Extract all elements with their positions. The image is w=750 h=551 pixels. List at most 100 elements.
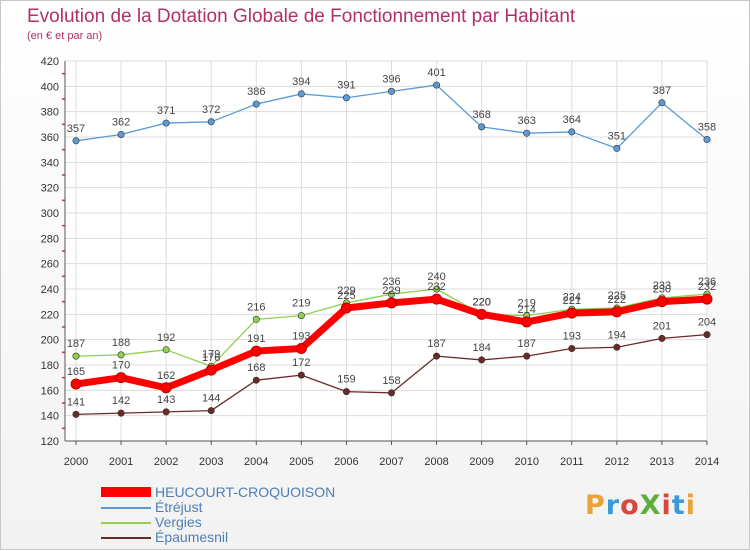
data-point xyxy=(252,100,260,108)
logo-letter: t xyxy=(671,490,686,521)
y-tick-label: 240 xyxy=(41,284,59,296)
chart-title: Evolution de la Dotation Globale de Fonc… xyxy=(27,6,576,27)
y-tick-label: 420 xyxy=(41,56,59,68)
y-tick-label: 160 xyxy=(41,385,59,397)
data-label: 172 xyxy=(292,357,310,369)
data-label: 188 xyxy=(112,337,130,349)
y-tick-label: 360 xyxy=(41,132,59,144)
y-tick-label: 120 xyxy=(41,436,59,448)
x-tick-label: 2000 xyxy=(64,456,88,468)
x-tick-label: 2009 xyxy=(469,456,493,468)
y-tick-label: 180 xyxy=(41,360,59,372)
y-tick-label: 200 xyxy=(41,335,59,347)
data-point xyxy=(658,99,666,107)
data-label: 194 xyxy=(608,329,626,341)
data-label: 363 xyxy=(518,115,536,127)
x-tick-label: 2003 xyxy=(199,456,223,468)
data-label: 230 xyxy=(653,284,671,296)
y-tick-label: 320 xyxy=(41,183,59,195)
data-label: 240 xyxy=(427,271,445,283)
data-label: 364 xyxy=(563,114,581,126)
data-point xyxy=(703,331,711,339)
data-label: 142 xyxy=(112,395,130,407)
data-point xyxy=(117,130,125,138)
data-point xyxy=(160,382,172,394)
x-tick-label: 2007 xyxy=(379,456,403,468)
data-label: 391 xyxy=(337,80,355,92)
data-label: 232 xyxy=(427,281,445,293)
data-point xyxy=(297,90,305,98)
data-point xyxy=(521,316,533,328)
data-label: 158 xyxy=(382,375,400,387)
y-tick-label: 300 xyxy=(41,208,59,220)
data-label: 372 xyxy=(202,104,220,116)
data-point xyxy=(701,293,713,305)
x-tick-label: 2002 xyxy=(154,456,178,468)
data-point xyxy=(342,388,350,396)
logo-letter: i xyxy=(661,490,672,521)
data-point xyxy=(387,87,395,95)
data-point xyxy=(703,136,711,144)
data-point xyxy=(613,343,621,351)
data-label: 396 xyxy=(382,73,400,85)
legend-label: Étréjust xyxy=(155,499,203,515)
data-label: 162 xyxy=(157,370,175,382)
legend-swatch xyxy=(101,537,151,539)
data-label: 357 xyxy=(67,123,85,135)
series-épaumesnil: 141 142 143 144 168 172 159 158 187 184 187 193 194 2… xyxy=(67,317,716,418)
logo-letter: r xyxy=(605,490,621,521)
data-point xyxy=(611,306,623,318)
data-label: 193 xyxy=(563,331,581,343)
y-tick-label: 380 xyxy=(41,107,59,119)
data-label: 219 xyxy=(518,298,536,310)
data-label: 184 xyxy=(472,342,490,354)
data-label: 191 xyxy=(247,333,265,345)
data-label: 229 xyxy=(337,285,355,297)
data-label: 371 xyxy=(157,105,175,117)
data-point xyxy=(250,345,262,357)
data-label: 232 xyxy=(698,281,716,293)
data-label: 187 xyxy=(67,338,85,350)
legend-swatch xyxy=(101,507,151,509)
y-tick-label: 340 xyxy=(41,157,59,169)
x-tick-label: 2006 xyxy=(334,456,358,468)
data-point xyxy=(70,378,82,390)
x-tick-label: 2005 xyxy=(289,456,313,468)
legend-swatch xyxy=(101,487,151,497)
data-label: 204 xyxy=(698,317,716,329)
data-point xyxy=(295,343,307,355)
data-point xyxy=(297,371,305,379)
data-label: 159 xyxy=(337,374,355,386)
data-point xyxy=(478,123,486,131)
logo-letter: P xyxy=(585,490,606,521)
data-point xyxy=(613,144,621,152)
data-point xyxy=(205,364,217,376)
y-tick-label: 260 xyxy=(41,259,59,271)
data-label: 144 xyxy=(202,393,220,405)
data-label: 220 xyxy=(472,296,490,308)
data-label: 179 xyxy=(202,348,220,360)
data-point xyxy=(523,352,531,360)
data-point xyxy=(433,352,441,360)
data-label: 236 xyxy=(698,276,716,288)
data-label: 219 xyxy=(292,298,310,310)
data-label: 201 xyxy=(653,320,671,332)
data-point xyxy=(656,296,668,308)
data-point xyxy=(207,407,215,415)
data-label: 224 xyxy=(563,291,581,303)
data-label: 216 xyxy=(247,301,265,313)
data-label: 170 xyxy=(112,360,130,372)
data-point xyxy=(568,345,576,353)
data-point xyxy=(568,128,576,136)
x-tick-label: 2011 xyxy=(560,456,584,468)
y-tick-label: 400 xyxy=(41,81,59,93)
data-label: 229 xyxy=(382,285,400,297)
y-tick-label: 140 xyxy=(41,411,59,423)
data-label: 192 xyxy=(157,332,175,344)
data-label: 351 xyxy=(608,130,626,142)
data-point xyxy=(162,408,170,416)
x-tick-label: 2008 xyxy=(424,456,448,468)
